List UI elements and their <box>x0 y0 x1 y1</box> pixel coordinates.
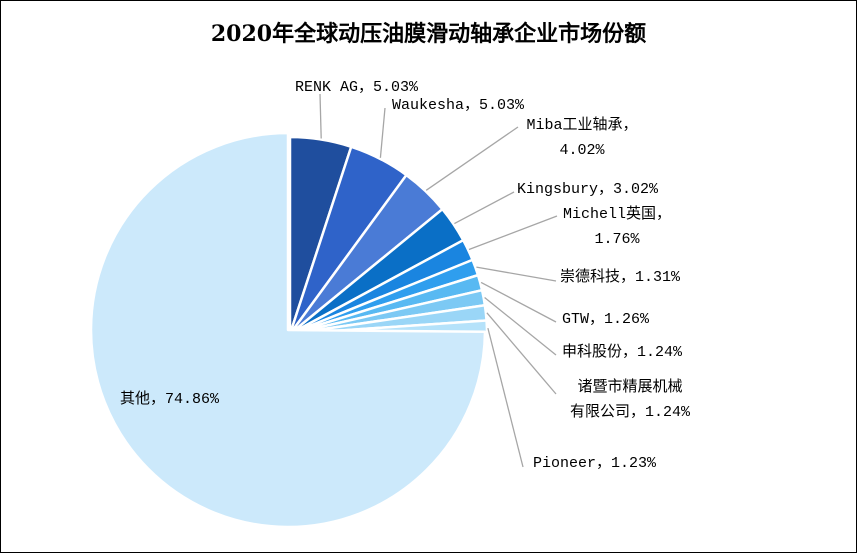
leader-line-gtw <box>480 281 557 323</box>
leader-line-renk-ag <box>319 93 322 139</box>
data-label-item-5: 崇德科技，1.31% <box>560 267 681 286</box>
data-label-item-8-line-1: 诸暨市精展机械 <box>577 378 682 396</box>
leader-line-item-7 <box>484 296 557 356</box>
pie-slice-item-10 <box>89 131 487 529</box>
leader-line-item-5 <box>476 266 557 282</box>
leader-line-michell <box>468 215 558 251</box>
leader-line-waukesha <box>379 107 386 158</box>
data-label-michell-line-2: 1.76% <box>594 231 640 248</box>
data-label-gtw: GTW，1.26% <box>562 311 650 328</box>
data-label-waukesha: Waukesha，5.03% <box>392 97 525 114</box>
leader-line-pioneer <box>487 327 524 468</box>
leader-line-kingsbury <box>454 191 515 225</box>
data-label-item-10: 其他，74.86% <box>120 390 220 408</box>
leader-line-miba <box>425 126 519 191</box>
data-label-item-8-line-2: 有限公司，1.24% <box>570 403 691 421</box>
chart-title: 2020年全球动压油膜滑动轴承企业市场份额 <box>210 21 647 47</box>
data-label-renk-ag: RENK AG，5.03% <box>295 79 419 96</box>
leader-line-item-8 <box>486 312 557 395</box>
data-label-miba-line-1: Miba工业轴承， <box>526 116 637 134</box>
data-label-miba-line-2: 4.02% <box>559 142 605 159</box>
data-label-pioneer: Pioneer，1.23% <box>533 455 657 472</box>
data-label-kingsbury: Kingsbury，3.02% <box>517 181 659 198</box>
data-label-item-7: 申科股份，1.24% <box>562 343 683 361</box>
data-label-michell-line-1: Michell英国， <box>563 204 671 223</box>
